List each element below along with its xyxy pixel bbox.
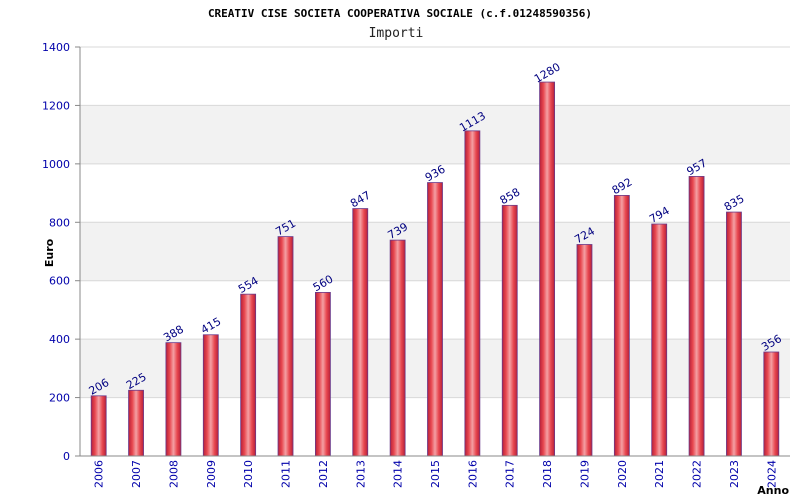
x-tick-label: 2012 bbox=[317, 460, 330, 488]
x-tick-label: 2020 bbox=[616, 460, 629, 488]
bar-2009 bbox=[202, 334, 219, 457]
bar-2014 bbox=[389, 239, 406, 457]
bar-2015 bbox=[427, 182, 443, 457]
y-tick-label: 400 bbox=[49, 333, 70, 346]
x-tick-label: 2009 bbox=[205, 460, 218, 488]
x-tick-label: 2024 bbox=[765, 460, 778, 488]
x-tick-label: 2010 bbox=[242, 460, 255, 488]
bar-2012 bbox=[314, 291, 331, 457]
y-axis-ticks: 0 200 400 600 800 1000 1200 1400 bbox=[42, 41, 80, 463]
chart-title: CREATIV CISE SOCIETA COOPERATIVA SOCIALE… bbox=[208, 7, 592, 20]
chart-subtitle: Importi bbox=[369, 26, 424, 41]
bar-2008 bbox=[165, 342, 182, 457]
x-tick-label: 2013 bbox=[354, 460, 367, 488]
x-tick-label: 2011 bbox=[280, 460, 293, 488]
x-tick-label: 2017 bbox=[504, 460, 517, 488]
x-tick-label: 2015 bbox=[429, 460, 442, 488]
bar-2023 bbox=[726, 211, 742, 457]
x-axis-label: Anno bbox=[757, 484, 789, 497]
x-tick-label: 2008 bbox=[167, 460, 180, 488]
y-tick-label: 1400 bbox=[42, 41, 70, 54]
bar-2010 bbox=[240, 293, 257, 457]
x-tick-label: 2007 bbox=[130, 460, 143, 488]
x-tick-label: 2006 bbox=[93, 460, 106, 488]
x-tick-label: 2014 bbox=[392, 460, 405, 488]
bar-2022 bbox=[688, 176, 705, 457]
grid-band bbox=[80, 105, 790, 164]
bar-2020 bbox=[613, 195, 630, 457]
x-tick-label: 2018 bbox=[541, 460, 554, 488]
y-axis-label: Euro bbox=[43, 238, 56, 267]
y-tick-label: 600 bbox=[49, 275, 70, 288]
x-tick-label: 2021 bbox=[653, 460, 666, 488]
x-tick-label: 2023 bbox=[728, 460, 741, 488]
bar-2013 bbox=[352, 208, 369, 457]
bar-2018 bbox=[539, 81, 556, 457]
y-tick-label: 0 bbox=[63, 450, 70, 463]
x-tick-label: 2019 bbox=[578, 460, 591, 488]
bar-2007 bbox=[128, 389, 144, 457]
bar-2006 bbox=[90, 395, 107, 457]
y-tick-label: 800 bbox=[49, 216, 70, 229]
bar-2019 bbox=[576, 244, 593, 457]
x-axis-ticks: 2006 2007 2008 2009 2010 2011 2012 2013 2014 2015… bbox=[93, 460, 779, 488]
x-tick-label: 2016 bbox=[466, 460, 479, 488]
bar-2017 bbox=[501, 204, 518, 457]
y-tick-label: 200 bbox=[49, 392, 70, 405]
y-tick-label: 1200 bbox=[42, 99, 70, 112]
bar-2016 bbox=[464, 130, 481, 457]
bar-2024 bbox=[763, 351, 780, 457]
bar-2011 bbox=[277, 236, 294, 457]
x-tick-label: 2022 bbox=[691, 460, 704, 488]
bar-series bbox=[90, 81, 780, 457]
y-tick-label: 1000 bbox=[42, 158, 70, 171]
bar-2021 bbox=[651, 223, 668, 457]
